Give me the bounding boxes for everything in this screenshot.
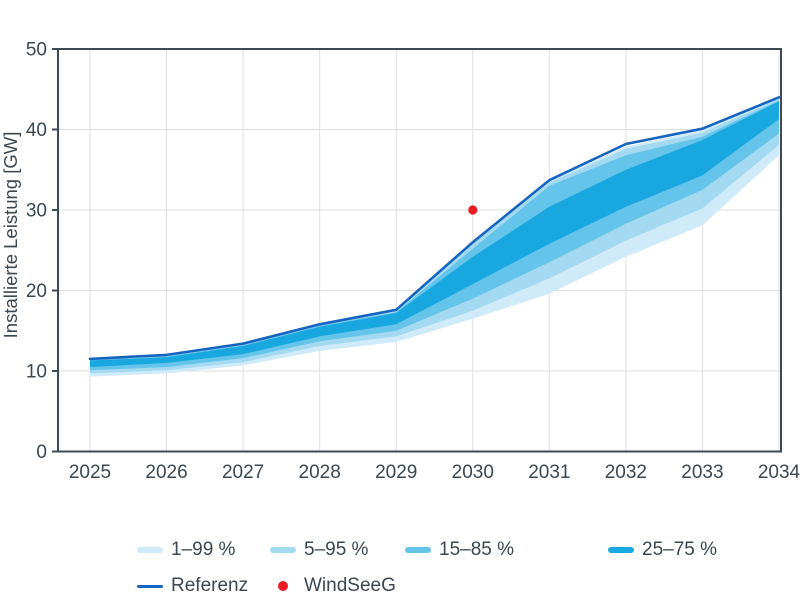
legend-label-1-99: 1–99 % bbox=[171, 539, 236, 560]
y-tick-label: 0 bbox=[36, 442, 47, 463]
windseeg-dot-swatch-box bbox=[270, 581, 296, 591]
band-swatch-1-99-icon bbox=[137, 547, 163, 553]
windseeg-dot-icon bbox=[278, 581, 288, 591]
x-tick-label: 2029 bbox=[375, 462, 417, 483]
referenz-line-swatch-icon bbox=[137, 584, 163, 588]
x-tick-label: 2026 bbox=[145, 462, 187, 483]
x-tick-label: 2025 bbox=[69, 462, 111, 483]
x-tick-label: 2033 bbox=[681, 462, 723, 483]
referenz-line bbox=[88, 96, 781, 361]
x-tick-label: 2027 bbox=[222, 462, 264, 483]
y-tick-label: 50 bbox=[26, 40, 47, 61]
legend-item-25-75: 25–75 % bbox=[608, 539, 717, 561]
legend-item-15-85: 15–85 % bbox=[405, 539, 514, 561]
legend-item-windseeg: WindSeeG bbox=[270, 575, 396, 597]
x-tick-label: 2032 bbox=[605, 462, 647, 483]
band-2 bbox=[90, 100, 779, 371]
y-tick-label: 30 bbox=[26, 201, 47, 222]
legend-item-1-99: 1–99 % bbox=[137, 539, 235, 561]
band-swatch-5-95-icon bbox=[270, 547, 296, 553]
band-swatch-15-85-icon bbox=[405, 547, 431, 553]
windseeg-point bbox=[468, 205, 478, 215]
legend-item-referenz: Referenz bbox=[137, 575, 248, 597]
legend-label-referenz: Referenz bbox=[171, 575, 249, 596]
y-axis-title: Installierte Leistung [GW] bbox=[0, 132, 21, 339]
fan-chart: 0 10 20 30 40 50 2025 2026 2027 2028 2029 2030 2031 2… bbox=[0, 40, 801, 484]
legend-label-5-95: 5–95 % bbox=[304, 539, 369, 560]
band-swatch-25-75-icon bbox=[608, 547, 634, 553]
y-tick-label: 40 bbox=[26, 120, 47, 141]
x-tick-label: 2030 bbox=[452, 462, 494, 483]
plot-border bbox=[57, 48, 782, 453]
legend-item-5-95: 5–95 % bbox=[270, 539, 368, 561]
x-tick-label: 2028 bbox=[299, 462, 341, 483]
legend-label-25-75: 25–75 % bbox=[642, 539, 718, 560]
legend-label-15-85: 15–85 % bbox=[439, 539, 515, 560]
x-tick-label: 2031 bbox=[528, 462, 570, 483]
y-tick-label: 10 bbox=[26, 362, 47, 383]
legend-label-windseeg: WindSeeG bbox=[304, 575, 396, 596]
x-tick-label: 2034 bbox=[758, 462, 801, 483]
y-tick-label: 20 bbox=[26, 281, 47, 302]
